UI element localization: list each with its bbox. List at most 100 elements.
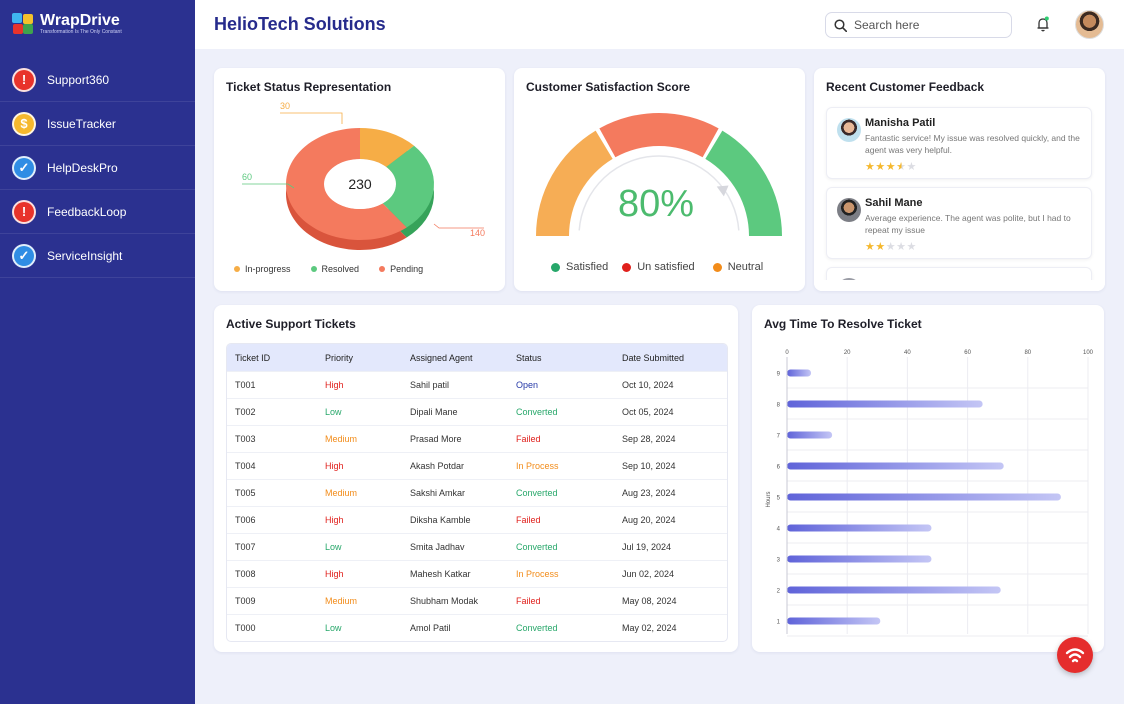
bar[interactable] (787, 524, 932, 532)
cell-status: Converted (516, 407, 558, 417)
y-tick-label: 8 (777, 403, 781, 409)
donut-value-label: 60 (242, 172, 252, 182)
legend-item[interactable]: Pending (379, 264, 423, 274)
ticket-status-legend: In-progress Resolved Pending (234, 264, 423, 274)
legend-dot (379, 266, 386, 272)
sidebar-item-label: Support360 (47, 72, 110, 87)
table-row[interactable]: T001 High Sahil patil Open Oct 10, 2024 (227, 371, 727, 398)
satisfaction-gauge (536, 113, 782, 236)
bar[interactable] (787, 462, 1004, 470)
column-header[interactable]: Date Submitted (622, 352, 685, 363)
feedback-item[interactable]: Sahil Mane Average experience. The agent… (826, 187, 1092, 259)
x-tick-label: 100 (1083, 350, 1094, 356)
donut-segment-in-progress[interactable] (360, 128, 415, 167)
bar[interactable] (787, 493, 1061, 501)
shield-check-icon: ✓ (12, 243, 36, 268)
cell-id: T002 (235, 407, 256, 417)
gauge-band-satisfied[interactable] (705, 130, 782, 236)
search-box[interactable] (825, 12, 1012, 38)
cell-id: T004 (235, 461, 256, 471)
legend-item[interactable]: Satisfied (551, 261, 608, 273)
column-header[interactable]: Priority (325, 352, 354, 363)
cell-priority: Medium (325, 488, 358, 498)
feedback-title: Recent Customer Feedback (826, 80, 985, 94)
column-header[interactable]: Status (516, 352, 542, 363)
legend-label: In-progress (245, 264, 291, 274)
gauge-band-neutral[interactable] (536, 130, 613, 236)
cell-status: In Process (516, 461, 559, 471)
bar[interactable] (787, 431, 833, 439)
cell-status: Open (516, 380, 539, 390)
cell-date: May 08, 2024 (622, 596, 677, 606)
cell-agent: Sahil patil (410, 380, 450, 390)
cell-priority: Low (325, 407, 342, 417)
avg-time-title: Avg Time To Resolve Ticket (764, 317, 922, 331)
bar[interactable] (787, 369, 812, 377)
wifi-chat-icon (1065, 648, 1085, 663)
table-row[interactable]: T002 Low Dipali Mane Converted Oct 05, 2024 (227, 398, 727, 425)
sidebar-item-label: FeedbackLoop (47, 204, 127, 219)
cell-status: Converted (516, 623, 558, 633)
cell-priority: Medium (325, 434, 358, 444)
table-row[interactable]: T007 Low Smita Jadhav Converted Jul 19, 2024 (227, 533, 727, 560)
gauge-band-unsatisfied[interactable] (599, 113, 719, 158)
gauge-pointer (716, 185, 729, 197)
sidebar-item-feedbackloop[interactable]: ! FeedbackLoop (0, 190, 195, 234)
legend-item[interactable]: Resolved (310, 264, 359, 274)
x-tick-label: 0 (785, 350, 789, 356)
cell-status: Failed (516, 434, 541, 444)
legend-item[interactable]: Neutral (712, 261, 763, 273)
chat-fab-button[interactable] (1057, 637, 1093, 673)
cell-date: Aug 23, 2024 (622, 488, 676, 498)
logo-icon (12, 12, 34, 35)
bar[interactable] (787, 400, 983, 408)
donut-value-label: 140 (470, 228, 485, 238)
donut-leader-line (242, 183, 295, 189)
y-tick-label: 1 (777, 620, 781, 626)
feedback-text: Average experience. The agent was polite… (865, 213, 1071, 235)
cell-date: Aug 20, 2024 (622, 515, 676, 525)
cell-id: T003 (235, 434, 256, 444)
table-row[interactable]: T008 High Mahesh Katkar In Process Jun 02, 2… (227, 560, 727, 587)
table-row[interactable]: T009 Medium Shubham Modak Failed May 08, 202… (227, 587, 727, 614)
search-input[interactable] (854, 18, 994, 32)
exclamation-icon: ! (12, 67, 36, 92)
notification-bell-icon[interactable] (1033, 14, 1053, 34)
brand-logo[interactable]: WrapDrive Transformation Is The Only Con… (12, 12, 122, 35)
bar[interactable] (787, 586, 1001, 594)
column-header[interactable]: Ticket ID (235, 352, 271, 363)
sidebar-item-issuetracker[interactable]: $ IssueTracker (0, 102, 195, 146)
donut-segment-resolved[interactable] (382, 145, 435, 228)
ticket-status-title: Ticket Status Representation (226, 80, 392, 94)
table-row[interactable]: T006 High Diksha Kamble Failed Aug 20, 2024 (227, 506, 727, 533)
table-row[interactable]: T004 High Akash Potdar In Process Sep 10, 20… (227, 452, 727, 479)
y-tick-label: 4 (777, 527, 781, 533)
reviewer-name: Sahil Mane (865, 197, 923, 209)
cell-date: Jun 02, 2024 (622, 569, 675, 579)
table-row[interactable]: T003 Medium Prasad More Failed Sep 28, 2024 (227, 425, 727, 452)
sidebar-nav: ! Support360 $ IssueTracker ✓ HelpDeskPro! Fee… (0, 58, 195, 278)
donut-leader-line (280, 112, 343, 124)
bar[interactable] (787, 617, 881, 625)
legend-item[interactable]: Un satisfied (622, 261, 695, 273)
sidebar-item-serviceinsight[interactable]: ✓ ServiceInsight (0, 234, 195, 278)
cell-id: T008 (235, 569, 256, 579)
table-row[interactable]: T000 Low Amol Patil Converted May 02, 2024 (227, 614, 727, 641)
table-row[interactable]: T005 Medium Sakshi Amkar Converted Aug 23, 2… (227, 479, 727, 506)
cell-date: Sep 10, 2024 (622, 461, 676, 471)
feedback-item[interactable]: Manisha Patil Fantastic service! My issu… (826, 107, 1092, 179)
column-header[interactable]: Assigned Agent (410, 352, 473, 363)
sidebar-item-support360[interactable]: ! Support360 (0, 58, 195, 102)
bar[interactable] (787, 555, 932, 563)
sidebar-item-helpdeskpro[interactable]: ✓ HelpDeskPro (0, 146, 195, 190)
x-tick-label: 60 (964, 350, 971, 356)
user-avatar[interactable] (1075, 10, 1104, 39)
satisfaction-title: Customer Satisfaction Score (526, 80, 691, 94)
cell-priority: Low (325, 542, 342, 552)
avg-time-bar-chart: 0 20 40 60 80 100 9 8 7 6 5 4 3 2 1 Hours (766, 350, 1094, 637)
donut-segment-pending[interactable] (286, 128, 407, 240)
legend-label: Satisfied (566, 261, 609, 273)
top-header: HelioTech Solutions (195, 0, 1124, 49)
star-icon: ★ (906, 161, 917, 173)
legend-item[interactable]: In-progress (234, 264, 291, 274)
